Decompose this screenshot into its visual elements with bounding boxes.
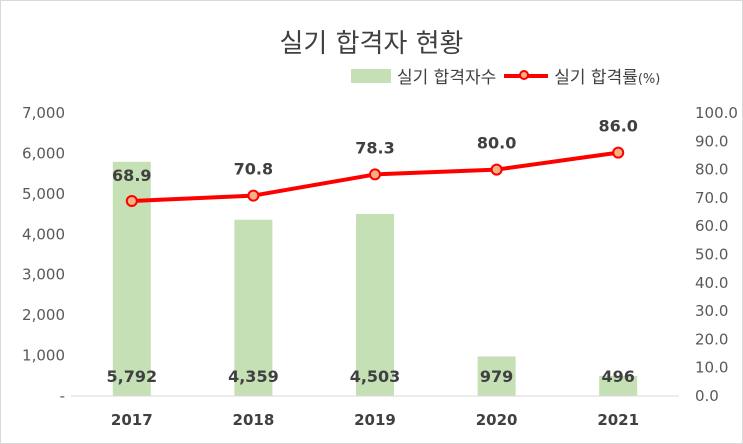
legend-label-line: 실기 합격률(%) [554,68,661,88]
x-tick-label: 2019 [354,411,396,429]
x-tick-label: 2017 [111,411,153,429]
x-tick-label: 2021 [597,411,639,429]
chart-legend: 실기 합격자수 실기 합격률(%) [351,63,660,88]
line-data-label: 80.0 [477,134,516,153]
x-tick-label: 2018 [233,411,275,429]
bar [599,375,638,396]
y-left-tick-label: 3,000 [22,266,65,284]
y-right-tick-label: 30.0 [695,302,728,320]
legend-item-line: 실기 합격률(%) [504,63,660,88]
y-right-tick-label: 40.0 [695,274,728,292]
y-right-tick-label: 20.0 [695,330,728,348]
y-right-tick-label: 90.0 [695,132,728,150]
legend-swatch-line [504,69,549,83]
y-left-tick-label: 2,000 [22,306,65,324]
line-point [247,189,260,202]
y-right-tick-label: 60.0 [695,217,728,235]
bar [356,213,394,396]
line-data-label: 78.3 [355,138,394,157]
line-data-label: 68.9 [112,166,151,185]
legend-label-bar: 실기 합격자수 [397,68,497,88]
bar-data-label: 4,503 [350,367,401,386]
y-right-tick-label: 50.0 [695,246,728,264]
x-tick-label: 2020 [476,411,518,429]
bar [477,356,516,396]
legend-swatch-bar [351,68,391,83]
y-left-tick-label: 7,000 [22,104,65,122]
bar [234,219,273,396]
legend-item-bar: 실기 합격자수 [351,63,496,88]
line-point [369,168,381,181]
y-right-tick-label: 0.0 [695,387,719,405]
line-data-label: 86.0 [598,117,637,136]
bar-data-label: 496 [601,367,634,386]
y-left-tick-label: 4,000 [22,225,65,243]
y-right-tick-label: 70.0 [695,189,728,207]
line-point [612,146,625,159]
chart-title: 실기 합격자 현황 [279,29,464,59]
y-left-tick-label: 6,000 [22,144,65,162]
y-left-tick-label: 1,000 [22,347,65,365]
line-point [125,195,138,208]
line-data-label: 70.8 [234,160,273,179]
y-left-tick-label: 5,000 [22,185,65,203]
y-right-tick-label: 80.0 [695,161,728,179]
bar-data-label: 4,359 [228,367,279,386]
bar-data-label: 5,792 [106,367,157,386]
y-left-tick-label: - [60,387,65,405]
bar-data-label: 979 [480,367,513,386]
y-right-tick-label: 100.0 [695,104,738,122]
line-point [490,163,503,176]
y-right-tick-label: 10.0 [695,359,728,377]
